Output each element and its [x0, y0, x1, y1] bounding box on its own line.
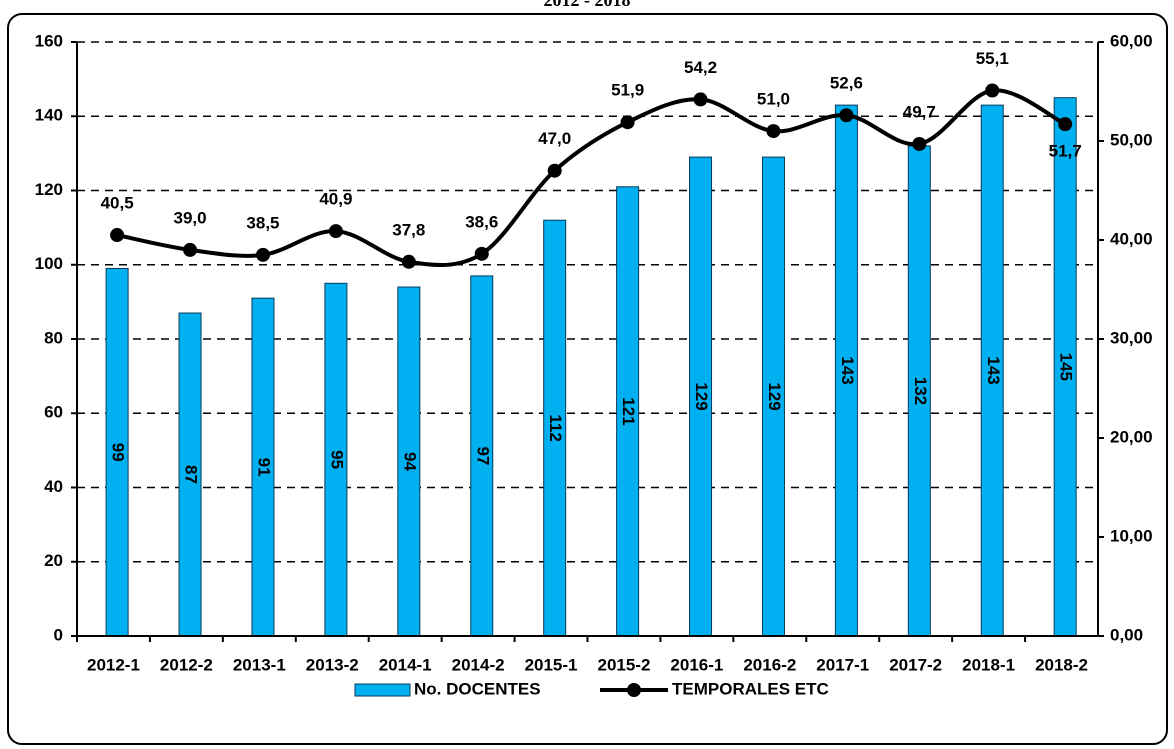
bar-label: 87 — [182, 465, 201, 484]
y2-tick-label: 10,00 — [1110, 526, 1153, 545]
y-tick-label: 20 — [44, 551, 63, 570]
line-value-label: 51,9 — [611, 81, 644, 100]
line-marker — [401, 254, 416, 269]
x-tick-label: 2018-2 — [1035, 655, 1088, 674]
y2-tick-label: 40,00 — [1110, 229, 1153, 248]
line-value-label: 38,6 — [465, 212, 498, 231]
y-tick-label: 60 — [44, 403, 63, 422]
y-tick-label: 0 — [54, 625, 63, 644]
bar-label: 112 — [546, 414, 565, 441]
x-tick-label: 2013-2 — [306, 655, 359, 674]
x-tick-label: 2017-2 — [889, 655, 942, 674]
legend-label: No. DOCENTES — [414, 679, 541, 698]
line-marker — [547, 163, 562, 178]
legend-swatch — [354, 683, 411, 697]
y-tick-label: 140 — [35, 106, 63, 125]
bar-label: 143 — [984, 356, 1003, 384]
y2-tick-label: 60,00 — [1110, 31, 1153, 50]
x-tick-label: 2017-1 — [816, 655, 869, 674]
line-marker — [912, 136, 927, 151]
x-tick-label: 2015-1 — [525, 655, 578, 674]
x-tick-label: 2014-2 — [452, 655, 505, 674]
line-value-label: 38,5 — [246, 213, 279, 232]
line-marker — [985, 83, 1000, 98]
x-tick-label: 2018-1 — [962, 655, 1015, 674]
bar-label: 145 — [1057, 353, 1076, 381]
bar-label: 129 — [765, 382, 784, 410]
line-marker — [183, 242, 198, 257]
y2-tick-label: 30,00 — [1110, 328, 1153, 347]
y-tick-label: 160 — [35, 31, 63, 50]
bar-label: 143 — [838, 356, 857, 384]
line-marker — [693, 92, 708, 107]
bar-label: 91 — [254, 458, 273, 477]
line-value-label: 47,0 — [538, 129, 571, 148]
line-value-label: 51,0 — [757, 90, 790, 109]
x-tick-label: 2015-2 — [597, 655, 650, 674]
bar-label: 97 — [473, 446, 492, 465]
bar-label: 94 — [400, 452, 419, 471]
x-tick-label: 2016-1 — [670, 655, 723, 674]
x-tick-label: 2012-2 — [160, 655, 213, 674]
line-marker — [474, 246, 489, 261]
legend-marker — [627, 683, 641, 697]
chart-title: 2012 - 2018 — [544, 0, 631, 10]
line-value-label: 55,1 — [976, 49, 1009, 68]
x-tick-label: 2016-2 — [743, 655, 796, 674]
bar-label: 99 — [109, 443, 128, 462]
bar-label: 121 — [619, 397, 638, 425]
line-value-label: 39,0 — [173, 208, 206, 227]
y2-tick-label: 50,00 — [1110, 130, 1153, 149]
x-tick-label: 2013-1 — [233, 655, 286, 674]
line-value-label: 51,7 — [1049, 142, 1082, 161]
legend-label: TEMPORALES ETC — [672, 679, 829, 698]
x-tick-label: 2014-1 — [379, 655, 432, 674]
line-marker — [1058, 117, 1073, 132]
line-marker — [839, 108, 854, 123]
line-value-label: 52,6 — [830, 74, 863, 93]
line-marker — [620, 115, 635, 130]
line-marker — [766, 124, 781, 139]
line-value-label: 40,5 — [101, 194, 134, 213]
bar-label: 129 — [692, 382, 711, 410]
line-marker — [110, 228, 125, 243]
y-tick-label: 100 — [35, 254, 63, 273]
line-value-label: 40,9 — [319, 190, 352, 209]
bar-label: 132 — [911, 377, 930, 405]
bar-label: 95 — [327, 450, 346, 469]
y2-tick-label: 0,00 — [1110, 625, 1143, 644]
y2-tick-label: 20,00 — [1110, 427, 1153, 446]
line-marker — [328, 224, 343, 239]
line-value-label: 54,2 — [684, 58, 717, 77]
y-tick-label: 80 — [44, 328, 63, 347]
x-tick-label: 2012-1 — [87, 655, 140, 674]
line-value-label: 37,8 — [392, 220, 425, 239]
line-value-label: 49,7 — [903, 102, 936, 121]
y-tick-label: 40 — [44, 477, 63, 496]
line-marker — [255, 247, 270, 262]
y-tick-label: 120 — [35, 180, 63, 199]
